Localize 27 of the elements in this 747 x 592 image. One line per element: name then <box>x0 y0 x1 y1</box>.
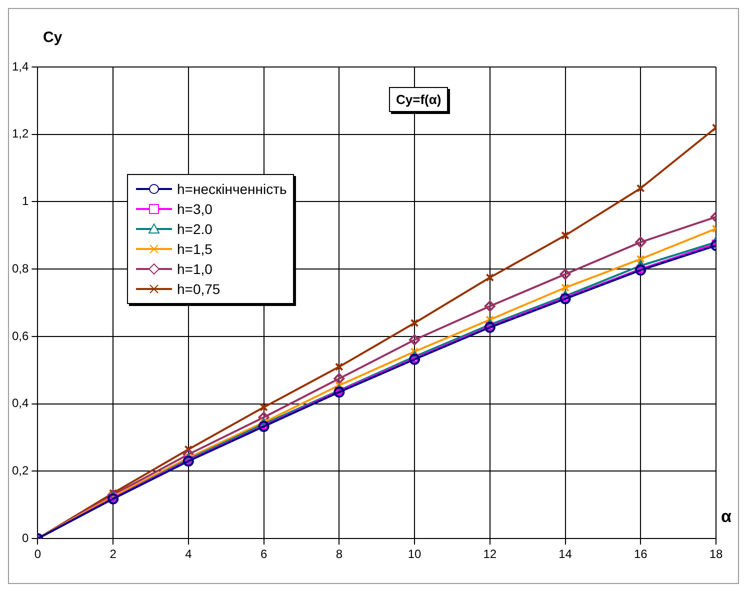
x-tick-label: 2 <box>110 547 117 562</box>
y-tick-label: 0 <box>22 530 29 545</box>
y-tick-label: 0,4 <box>12 396 29 410</box>
x-tick-label: 8 <box>336 547 343 562</box>
legend-label: h=нескінченність <box>177 180 287 199</box>
y-tick-label: 1 <box>22 194 29 208</box>
y-tick-label: 0,8 <box>12 261 29 276</box>
x-axis-title: α <box>721 507 732 527</box>
legend-label: h=2.0 <box>177 220 212 239</box>
legend-label: h=1,0 <box>177 260 212 279</box>
x-tick-label: 10 <box>408 547 422 562</box>
legend-label: h=0,75 <box>177 280 220 299</box>
y-tick-label: 1,4 <box>12 59 29 74</box>
x-tick-label: 6 <box>260 547 268 562</box>
legend-label: h=1,5 <box>177 240 212 259</box>
x-tick-label: 16 <box>634 547 648 562</box>
text: Cy=f(α) <box>389 87 448 112</box>
x-tick-label: 0 <box>34 547 42 562</box>
y-tick-label: 0,6 <box>12 328 29 343</box>
y-tick-label: 1,2 <box>12 126 29 141</box>
x-tick-label: 12 <box>483 547 497 562</box>
y-tick-label: 0,2 <box>12 464 29 478</box>
x-tick-label: 14 <box>558 547 572 562</box>
y-axis-title: Cy <box>43 29 62 46</box>
legend-label: h=3,0 <box>177 200 212 219</box>
x-tick-label: 4 <box>185 547 192 562</box>
x-tick-label: 18 <box>709 547 723 562</box>
